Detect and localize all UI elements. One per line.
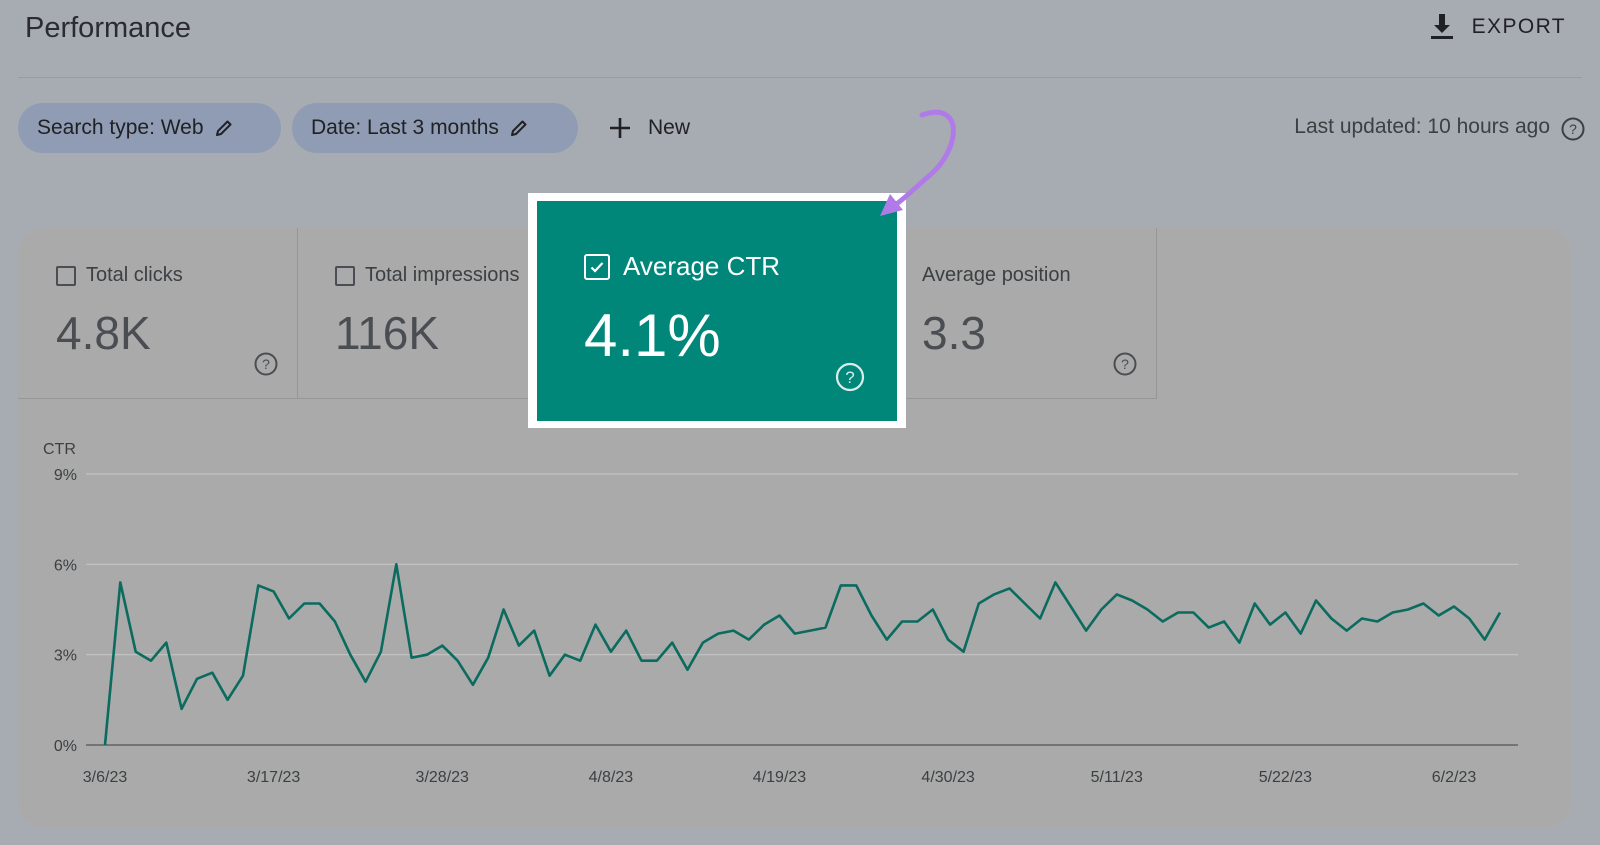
metric-value: 4.1% (584, 302, 721, 369)
metric-value: 3.3 (922, 307, 986, 359)
svg-text:?: ? (845, 368, 854, 387)
x-tick-label: 6/2/23 (1432, 769, 1477, 786)
metric-label: Average CTR (623, 251, 781, 281)
y-tick-label: 6% (54, 557, 77, 574)
date-filter-label: Date: Last 3 months (311, 116, 499, 139)
svg-text:?: ? (1569, 121, 1577, 137)
metric-label: Average position (922, 264, 1071, 286)
metric-label-row: Total impressions (335, 264, 520, 287)
metric-checkbox-checked[interactable] (584, 253, 610, 280)
x-tick-label: 5/22/23 (1259, 769, 1312, 786)
metric-label-row: Total clicks (56, 264, 183, 287)
new-filter-label: New (648, 116, 691, 139)
help-icon[interactable]: ? (834, 361, 866, 393)
last-updated-text: Last updated: 10 hours ago (1294, 115, 1550, 138)
x-tick-label: 5/11/23 (1091, 769, 1143, 786)
y-tick-label: 3% (54, 648, 77, 665)
y-axis-label: CTR (43, 441, 76, 458)
x-tick-label: 4/19/23 (753, 769, 806, 786)
x-tick-label: 3/17/23 (247, 769, 300, 786)
metric-value: 116K (335, 307, 440, 359)
checkmark-icon (590, 261, 604, 273)
metric-label: Total impressions (365, 264, 520, 286)
svg-text:?: ? (1121, 356, 1129, 372)
page-title: Performance (25, 12, 192, 44)
metric-checkbox[interactable] (56, 265, 76, 286)
plus-icon (610, 118, 630, 138)
metric-label-row: Average CTR (584, 251, 780, 282)
download-icon (1430, 14, 1453, 39)
metric-card-total-impressions[interactable]: Total impressions 116K (297, 228, 578, 399)
metric-card-total-clicks[interactable]: Total clicks 4.8K ? (18, 228, 298, 399)
edit-pencil-icon (510, 120, 527, 136)
header-divider (18, 77, 1582, 78)
svg-text:?: ? (262, 356, 270, 372)
new-filter-button[interactable]: New (608, 110, 690, 146)
x-tick-label: 4/30/23 (921, 769, 974, 786)
help-icon[interactable]: ? (1560, 116, 1586, 142)
x-tick-label: 3/28/23 (416, 769, 469, 786)
y-tick-label: 0% (54, 738, 77, 755)
x-tick-label: 3/6/23 (83, 769, 128, 786)
metric-label: Total clicks (86, 264, 183, 286)
help-icon[interactable]: ? (253, 351, 279, 377)
x-tick-label: 4/8/23 (589, 769, 634, 786)
export-label: EXPORT (1471, 15, 1566, 38)
metric-checkbox[interactable] (335, 265, 355, 286)
y-tick-label: 9% (54, 467, 77, 484)
date-filter-chip[interactable]: Date: Last 3 months (292, 103, 578, 153)
edit-pencil-icon (215, 120, 232, 136)
search-type-label: Search type: Web (37, 116, 204, 139)
help-icon[interactable]: ? (1112, 351, 1138, 377)
metric-label-row: Average position (922, 264, 1071, 287)
ctr-series-line (103, 563, 1502, 746)
metric-card-average-ctr[interactable]: Average CTR 4.1% ? (537, 201, 897, 421)
search-type-filter-chip[interactable]: Search type: Web (18, 103, 281, 153)
metric-card-average-position[interactable]: Average position 3.3 ? (902, 228, 1157, 399)
metric-value: 4.8K (56, 307, 151, 359)
export-button[interactable]: EXPORT (1428, 12, 1566, 42)
